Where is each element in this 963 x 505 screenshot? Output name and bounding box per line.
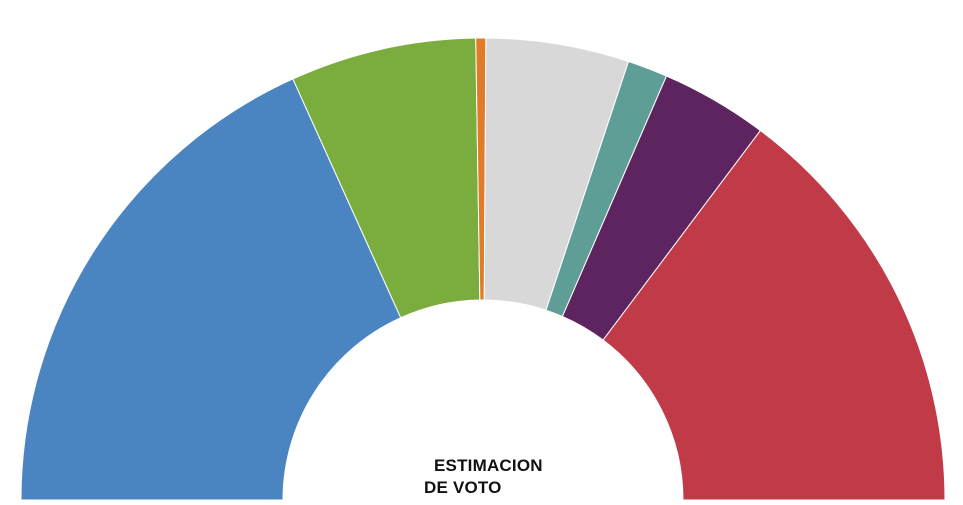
chart-title-line-2: DE VOTO [424,478,502,497]
slice-7 [602,129,946,501]
chart-title-line-1: ESTIMACION [434,456,543,475]
slice-1 [20,78,402,501]
